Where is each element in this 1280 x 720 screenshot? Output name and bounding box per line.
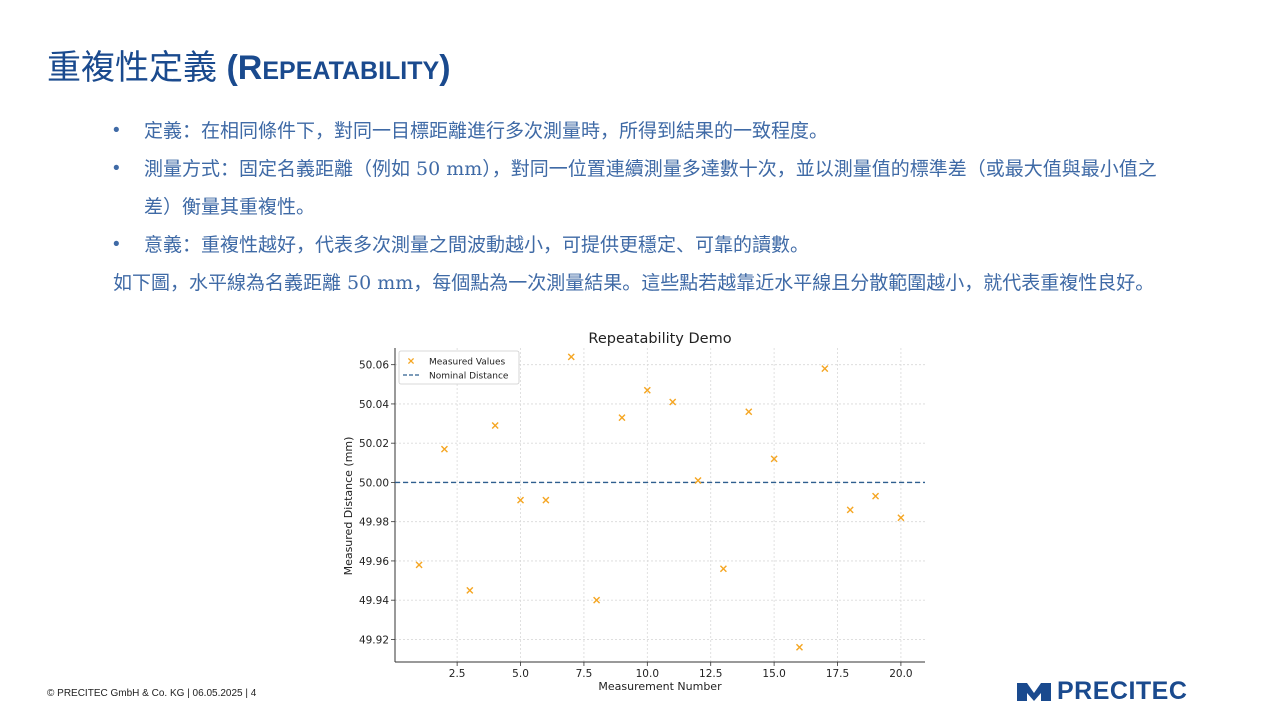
slide-title-latin: (REPEATABILITY): [217, 49, 451, 87]
data-point: [440, 445, 448, 453]
data-point-stroke: [897, 514, 905, 522]
data-point: [872, 492, 880, 500]
x-tick-label: 10.0: [636, 668, 659, 680]
data-point-stroke: [821, 365, 829, 373]
data-point-stroke: [415, 561, 423, 569]
data-point-stroke: [542, 496, 550, 504]
explanation-paragraph: 如下圖，水平線為名義距離 50 mm，每個點為一次測量結果。這些點若越靠近水平線…: [113, 272, 1155, 294]
data-point: [567, 353, 575, 361]
data-point: [542, 496, 550, 504]
data-point: [821, 365, 829, 373]
bullet-text: 測量方式：固定名義距離（例如 50 mm），對同一位置連續測量多達數十次，並以測…: [144, 158, 1157, 218]
legend-marker-measured: [407, 357, 415, 365]
slide-title: 重複性定義 (REPEATABILITY): [47, 40, 451, 89]
chart-axes: 2.5 5.0 7.5 10.0 12.5 15.0 17.5 20.0 49.92 49.94 4…: [359, 348, 925, 680]
x-tick-label: 20.0: [889, 668, 912, 680]
x-tick-label: 15.0: [762, 668, 785, 680]
data-point-stroke: [491, 422, 499, 430]
chart-legend: Measured Values Nominal Distance: [398, 350, 520, 385]
data-point-stroke: [719, 565, 727, 573]
data-point-stroke: [770, 455, 778, 463]
data-point: [694, 476, 702, 484]
precitec-logo-text: PRECITEC: [1057, 677, 1188, 705]
chart-grid: [395, 348, 925, 662]
legend-box: [398, 350, 520, 385]
slide-title-cjk: 重複性定義: [47, 49, 217, 87]
bullet-meaning: • 意義：重複性越好，代表多次測量之間波動越小，可提供更穩定、可靠的讀數。: [113, 226, 1173, 264]
data-point-stroke: [593, 596, 601, 604]
data-point: [643, 386, 651, 394]
legend-label-nominal: Nominal Distance: [429, 372, 509, 382]
data-point-stroke: [466, 586, 474, 594]
data-point: [719, 565, 727, 573]
bullet-text: 定義：在相同條件下，對同一目標距離進行多次測量時，所得到結果的一致程度。: [144, 120, 829, 142]
data-point: [770, 455, 778, 463]
data-point-stroke: [795, 643, 803, 651]
data-point: [466, 586, 474, 594]
x-tick-label: 17.5: [826, 668, 849, 680]
x-tick-label: 2.5: [449, 668, 466, 680]
data-point-stroke: [872, 492, 880, 500]
y-tick-label: 49.94: [359, 595, 389, 607]
slide-body: • 定義：在相同條件下，對同一目標距離進行多次測量時，所得到結果的一致程度。 •…: [113, 112, 1173, 302]
x-tick-label: 12.5: [699, 668, 722, 680]
data-point-stroke: [846, 506, 854, 514]
data-point: [745, 408, 753, 416]
chart-y-axis-label: Measured Distance (mm): [342, 437, 355, 576]
data-point-stroke: [694, 476, 702, 484]
data-point-stroke: [440, 445, 448, 453]
precitec-logo: PRECITEC: [1017, 678, 1187, 704]
chart-title: Repeatability Demo: [588, 331, 731, 347]
chart-svg: Repeatability Demo Measurement Number Me…: [342, 331, 925, 693]
data-point: [795, 643, 803, 651]
bullet-dot: •: [113, 120, 120, 141]
chart-marks: [395, 353, 925, 651]
data-point-stroke: [567, 353, 575, 361]
bullet-definition: • 定義：在相同條件下，對同一目標距離進行多次測量時，所得到結果的一致程度。: [113, 112, 1173, 150]
y-tick-label: 50.00: [359, 477, 389, 489]
data-point-stroke: [517, 496, 525, 504]
data-point: [491, 422, 499, 430]
y-tick-label: 50.02: [359, 438, 389, 450]
legend-label-measured: Measured Values: [429, 358, 506, 368]
y-tick-label: 50.04: [359, 399, 389, 411]
data-point: [593, 596, 601, 604]
data-point-stroke: [643, 386, 651, 394]
data-point-stroke: [745, 408, 753, 416]
bullet-method: • 測量方式：固定名義距離（例如 50 mm），對同一位置連續測量多達數十次，並…: [113, 150, 1173, 226]
bullet-dot: •: [113, 234, 120, 255]
data-point: [517, 496, 525, 504]
y-tick-label: 49.96: [359, 556, 389, 568]
x-tick-label: 7.5: [576, 668, 593, 680]
footer-copyright: © PRECITEC GmbH & Co. KG | 06.05.2025 | …: [47, 688, 257, 699]
bullet-dot: •: [113, 158, 120, 179]
repeatability-chart: Repeatability Demo Measurement Number Me…: [335, 323, 935, 695]
bullet-text: 意義：重複性越好，代表多次測量之間波動越小，可提供更穩定、可靠的讀數。: [144, 234, 810, 256]
y-tick-label: 49.92: [359, 634, 389, 646]
data-point: [846, 506, 854, 514]
data-point-stroke: [618, 414, 626, 422]
y-tick-label: 50.06: [359, 360, 389, 372]
x-tick-label: 5.0: [512, 668, 529, 680]
data-point: [618, 414, 626, 422]
data-point: [897, 514, 905, 522]
data-point: [669, 398, 677, 406]
chart-x-axis-label: Measurement Number: [598, 680, 722, 693]
precitec-logo-icon: [1017, 681, 1051, 701]
y-tick-label: 49.98: [359, 517, 389, 529]
data-point: [415, 561, 423, 569]
data-point-stroke: [669, 398, 677, 406]
